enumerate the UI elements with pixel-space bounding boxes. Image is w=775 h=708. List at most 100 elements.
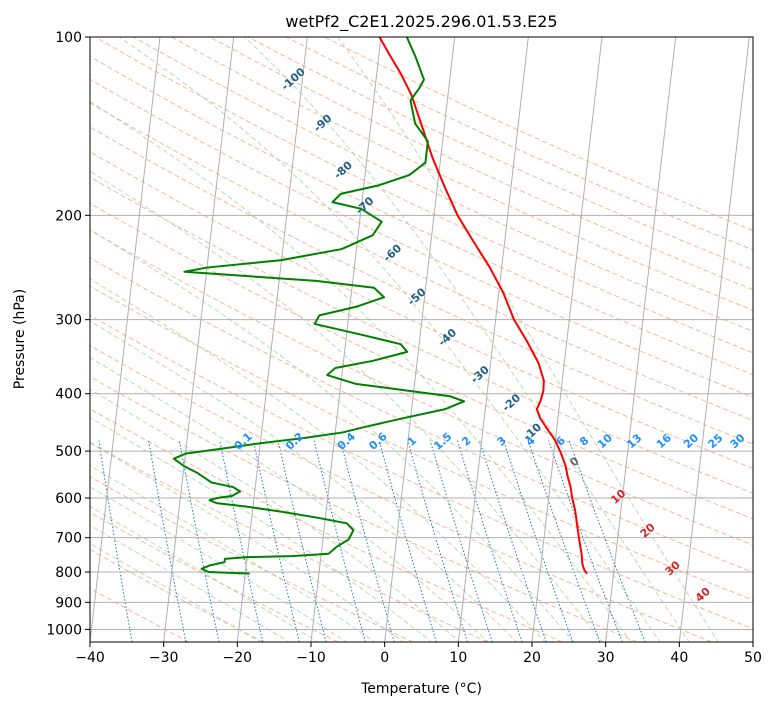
dry-adiabat <box>90 441 488 642</box>
moist-adiabat <box>90 278 546 642</box>
dry-adiabat <box>90 126 753 445</box>
mixing-ratio-label: 2 <box>459 434 473 449</box>
dry-adiabat <box>90 408 563 642</box>
x-tick-label: 0 <box>380 650 389 666</box>
plot-frame <box>89 36 754 643</box>
mixing-ratio-line <box>148 440 187 642</box>
mixing-ratio-label: 0.6 <box>366 430 389 453</box>
y-tick-label: 1000 <box>46 622 82 638</box>
dry-adiabat <box>90 511 339 642</box>
dry-adiabat <box>90 314 753 630</box>
y-tick-label: 800 <box>55 565 82 581</box>
moist-adiabat <box>90 506 319 642</box>
mixing-ratio-label: 0.2 <box>283 430 306 453</box>
dry-adiabat <box>90 78 753 398</box>
mixing-ratio-line <box>457 440 523 642</box>
moist-adiabat-label: 30 <box>663 558 683 578</box>
mixing-ratio-label: 16 <box>654 431 674 451</box>
line-labels: -100-90-80-70-60-50-40-30-20-10010203040… <box>232 65 753 605</box>
y-tick-label: 700 <box>55 531 82 547</box>
x-tick-label: 30 <box>597 650 615 666</box>
moist-adiabat <box>90 524 291 642</box>
dry-adiabat <box>90 376 638 642</box>
moist-adiabat <box>90 100 632 642</box>
dry-adiabat <box>94 37 753 354</box>
x-tick-label: 10 <box>449 650 467 666</box>
chart-title: wetPf2_C2E1.2025.296.01.53.E25 <box>285 12 557 32</box>
dry-adiabat <box>323 37 753 232</box>
mixing-ratio-label: 8 <box>577 434 591 449</box>
moist-adiabat-label: 10 <box>608 487 628 507</box>
mixing-ratio-line <box>568 440 646 642</box>
y-tick-label: 600 <box>55 491 82 507</box>
mixing-ratio-line <box>548 440 623 642</box>
isotherm <box>0 37 13 642</box>
moist-adiabat <box>90 356 489 642</box>
dry-adiabat-label: -70 <box>353 194 377 217</box>
dry-adiabat <box>90 285 753 601</box>
y-tick-label: 500 <box>55 444 82 460</box>
y-tick-label: 300 <box>55 313 82 329</box>
isotherm <box>531 37 603 642</box>
mixing-ratio-line <box>340 440 395 642</box>
moist-adiabat <box>90 465 376 642</box>
isotherm <box>678 37 750 642</box>
moist-adiabat <box>118 37 661 642</box>
background-lines <box>90 37 753 642</box>
x-tick-label: 50 <box>744 650 762 666</box>
temperature-profile <box>378 37 588 575</box>
mixing-ratio-line <box>98 440 133 642</box>
dry-adiabat <box>90 176 753 494</box>
dry-adiabat-label: -60 <box>381 241 405 264</box>
x-axis: −40 −30 −20 −10 0 10 20 30 40 50 <box>75 642 762 666</box>
isotherm <box>163 37 235 642</box>
moist-adiabat <box>90 542 262 642</box>
dry-adiabat <box>90 102 753 422</box>
isotherm <box>457 37 529 642</box>
mixing-ratio-line <box>503 440 574 642</box>
mixing-ratio-label: 20 <box>681 431 701 451</box>
x-tick-label: −10 <box>296 650 326 666</box>
x-tick-label: 40 <box>670 650 688 666</box>
isotherm <box>236 37 308 642</box>
moist-adiabat <box>90 442 404 642</box>
mixing-ratio-line <box>252 440 300 642</box>
isotherm <box>752 637 753 642</box>
isotherm <box>90 37 161 642</box>
moist-adiabat <box>90 320 518 642</box>
mixing-ratio-line <box>407 440 468 642</box>
dry-adiabat-label: -40 <box>436 326 460 349</box>
moist-adiabat <box>90 388 461 642</box>
y-tick-label: 900 <box>55 595 82 611</box>
dewpoint-profile <box>172 37 466 575</box>
dry-adiabat <box>133 37 753 332</box>
mixing-ratio-label: 30 <box>728 431 748 451</box>
mixing-ratio-line <box>479 440 547 642</box>
mixing-ratio-line <box>313 440 366 642</box>
mixing-ratio-line <box>527 440 601 642</box>
mixing-ratio-line <box>277 440 327 642</box>
dry-adiabat <box>90 229 753 546</box>
grid <box>0 37 753 642</box>
x-axis-label: Temperature (°C) <box>360 681 482 697</box>
x-tick-label: −40 <box>75 650 105 666</box>
y-axis-label: Pressure (hPa) <box>12 289 28 389</box>
isotherm <box>384 37 456 642</box>
mixing-ratio-label: 1.5 <box>431 430 454 453</box>
dry-adiabat <box>90 345 712 642</box>
mixing-ratio-label: 13 <box>624 431 644 451</box>
dry-adiabat-label: -20 <box>500 391 524 414</box>
x-tick-label: −30 <box>149 650 179 666</box>
x-tick-label: −20 <box>223 650 253 666</box>
y-tick-label: 400 <box>55 387 82 403</box>
y-tick-label: 100 <box>55 30 82 46</box>
mixing-ratio-label: 3 <box>495 434 509 449</box>
x-tick-label: 20 <box>523 650 541 666</box>
moist-adiabat <box>90 170 603 642</box>
dry-adiabat <box>90 55 753 376</box>
moist-adiabat <box>90 486 348 642</box>
moist-adiabat <box>337 37 719 642</box>
moist-adiabat <box>90 416 433 642</box>
dry-adiabat-label: -80 <box>331 158 355 181</box>
